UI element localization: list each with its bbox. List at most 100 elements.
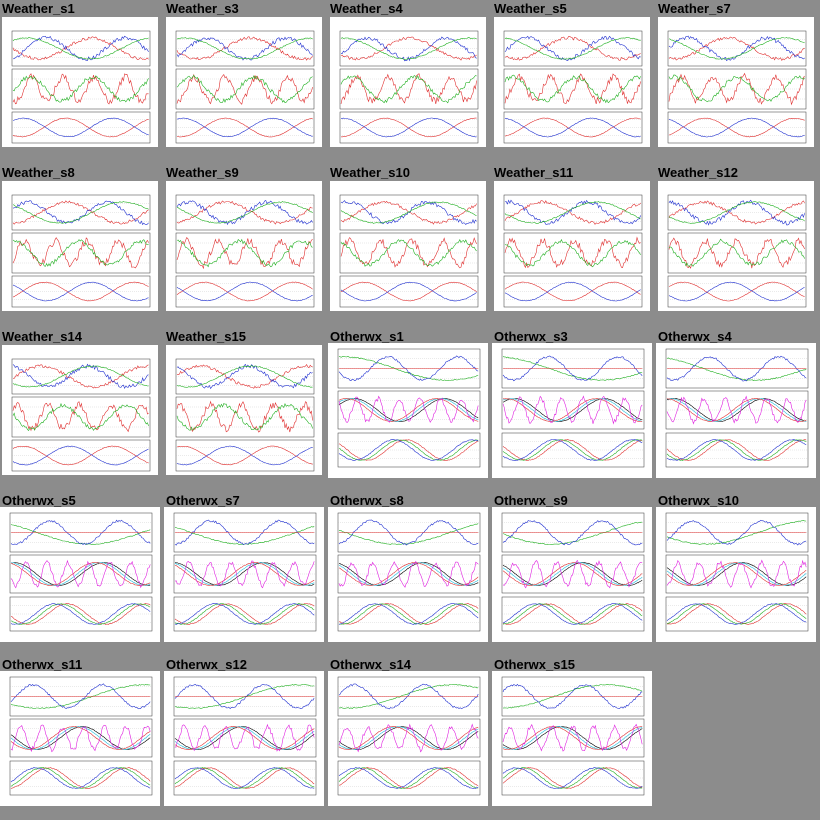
plot-graphic	[173, 676, 317, 796]
series-line	[10, 767, 151, 789]
series-line	[174, 603, 315, 625]
otherwx-plot-thumbnail[interactable]	[164, 507, 324, 642]
otherwx-plot-thumbnail[interactable]	[656, 507, 816, 642]
tile-title: Weather_s7	[658, 1, 731, 16]
weather-plot-thumbnail[interactable]	[2, 17, 158, 147]
weather-plot-thumbnail[interactable]	[330, 17, 486, 147]
thumbnail-tile[interactable]: Weather_s7	[656, 0, 816, 160]
series-line	[174, 603, 315, 625]
otherwx-plot-thumbnail[interactable]	[492, 507, 652, 642]
series-line	[339, 684, 479, 709]
plot-panel	[337, 348, 481, 389]
plot-panel	[501, 512, 645, 553]
thumbnail-tile[interactable]: Otherwx_s7	[164, 492, 324, 652]
plot-panel	[11, 194, 151, 231]
series-line	[176, 237, 313, 270]
series-line	[338, 562, 479, 586]
otherwx-plot-thumbnail[interactable]	[492, 671, 652, 806]
plot-graphic	[667, 30, 807, 144]
series-line	[340, 200, 477, 226]
thumbnail-tile[interactable]: Otherwx_s11	[0, 656, 160, 816]
thumbnail-tile[interactable]: Weather_s15	[164, 328, 324, 488]
series-line	[174, 562, 315, 586]
weather-plot-thumbnail[interactable]	[166, 17, 322, 147]
series-line	[174, 726, 315, 750]
series-line	[666, 562, 807, 586]
otherwx-plot-thumbnail[interactable]	[328, 671, 488, 806]
thumbnail-tile[interactable]: Weather_s1	[0, 0, 160, 160]
plot-panel	[337, 718, 481, 758]
thumbnail-tile[interactable]: Weather_s10	[328, 164, 488, 324]
series-line	[340, 201, 477, 224]
weather-plot-thumbnail[interactable]	[166, 181, 322, 311]
thumbnail-tile[interactable]: Otherwx_s14	[328, 656, 488, 816]
thumbnail-tile[interactable]: Weather_s9	[164, 164, 324, 324]
weather-plot-thumbnail[interactable]	[658, 17, 814, 147]
thumbnail-tile[interactable]: Otherwx_s4	[656, 328, 816, 488]
thumbnail-tile[interactable]: Otherwx_s15	[492, 656, 652, 816]
thumbnail-tile[interactable]: Otherwx_s8	[328, 492, 488, 652]
plot-panel	[501, 760, 645, 796]
thumbnail-tile[interactable]: Otherwx_s10	[656, 492, 816, 652]
weather-plot-thumbnail[interactable]	[166, 345, 322, 475]
plot-panel	[11, 232, 151, 274]
plot-panel	[667, 232, 807, 274]
thumbnail-tile[interactable]: Weather_s5	[492, 0, 652, 160]
series-line	[174, 767, 315, 789]
weather-plot-thumbnail[interactable]	[658, 181, 814, 311]
series-line	[12, 445, 149, 466]
plot-panel	[9, 718, 153, 758]
thumbnail-tile[interactable]: Otherwx_s9	[492, 492, 652, 652]
series-line	[12, 73, 149, 105]
otherwx-plot-thumbnail[interactable]	[328, 507, 488, 642]
thumbnail-tile[interactable]: Weather_s11	[492, 164, 652, 324]
series-line	[502, 559, 643, 589]
series-line	[10, 683, 151, 710]
thumbnail-tile[interactable]: Weather_s12	[656, 164, 816, 324]
tile-title: Otherwx_s1	[330, 329, 404, 344]
weather-plot-thumbnail[interactable]	[2, 345, 158, 475]
thumbnail-tile[interactable]: Weather_s4	[328, 0, 488, 160]
series-line	[10, 767, 151, 789]
series-line	[10, 562, 151, 586]
plot-graphic	[339, 194, 479, 308]
plot-panel	[173, 676, 317, 717]
series-line	[666, 439, 807, 461]
otherwx-plot-thumbnail[interactable]	[0, 671, 160, 806]
weather-plot-thumbnail[interactable]	[494, 17, 650, 147]
thumbnail-tile[interactable]: Otherwx_s5	[0, 492, 160, 652]
plot-panel	[337, 760, 481, 796]
plot-panel	[175, 396, 315, 438]
series-line	[338, 726, 479, 750]
otherwx-plot-thumbnail[interactable]	[656, 343, 816, 478]
thumbnail-tile[interactable]: Weather_s8	[0, 164, 160, 324]
weather-plot-thumbnail[interactable]	[330, 181, 486, 311]
otherwx-plot-thumbnail[interactable]	[164, 671, 324, 806]
series-line	[668, 281, 805, 302]
otherwx-plot-thumbnail[interactable]	[492, 343, 652, 478]
plot-graphic	[11, 358, 151, 472]
plot-panel	[665, 348, 809, 389]
series-line	[502, 439, 643, 461]
series-line	[176, 37, 313, 60]
thumbnail-tile[interactable]: Weather_s3	[164, 0, 324, 160]
series-line	[174, 726, 315, 750]
series-line	[504, 117, 641, 138]
series-line	[502, 603, 643, 625]
series-line	[10, 767, 151, 789]
weather-plot-thumbnail[interactable]	[2, 181, 158, 311]
thumbnail-tile[interactable]: Otherwx_s1	[328, 328, 488, 488]
otherwx-plot-thumbnail[interactable]	[0, 507, 160, 642]
weather-plot-thumbnail[interactable]	[494, 181, 650, 311]
tile-title: Otherwx_s8	[330, 493, 404, 508]
plot-panel	[175, 275, 315, 308]
series-line	[338, 398, 479, 422]
plot-panel	[339, 30, 479, 67]
series-line	[12, 200, 149, 225]
thumbnail-tile[interactable]: Otherwx_s3	[492, 328, 652, 488]
thumbnail-tile[interactable]: Weather_s14	[0, 328, 160, 488]
series-line	[338, 439, 479, 461]
otherwx-plot-thumbnail[interactable]	[328, 343, 488, 478]
thumbnail-tile[interactable]: Otherwx_s12	[164, 656, 324, 816]
